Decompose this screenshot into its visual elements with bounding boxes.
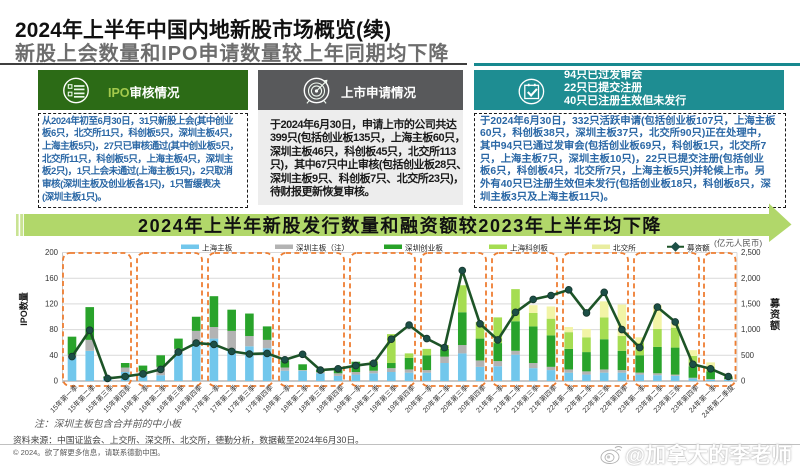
svg-text:上海主板: 上海主板 (202, 243, 233, 253)
svg-text:120: 120 (45, 300, 59, 309)
svg-text:2024年上半年新股发行数量和融资额较2023年上半年均下降: 2024年上半年新股发行数量和融资额较2023年上半年均下降 (138, 215, 662, 236)
svg-text:募资额: 募资额 (687, 243, 710, 253)
svg-text:1,500: 1,500 (741, 300, 761, 309)
svg-text:北交所: 北交所 (613, 243, 636, 253)
svg-text:上海科创板: 上海科创板 (510, 243, 548, 253)
svg-text:500: 500 (741, 351, 755, 360)
svg-text:2,500: 2,500 (741, 248, 761, 257)
svg-text:160: 160 (45, 274, 59, 283)
svg-text:0: 0 (741, 377, 746, 386)
svg-text:募: 募 (769, 297, 781, 310)
svg-text:1,000: 1,000 (741, 325, 761, 334)
svg-text:资: 资 (770, 308, 780, 321)
svg-text:(亿元人民币): (亿元人民币) (714, 238, 762, 248)
svg-text:80: 80 (49, 325, 58, 334)
svg-text:额: 额 (770, 319, 780, 332)
svg-text:40: 40 (49, 351, 58, 360)
svg-text:IPO数量: IPO数量 (18, 292, 29, 326)
svg-text:深圳主板（注）: 深圳主板（注） (296, 243, 349, 253)
svg-text:200: 200 (45, 248, 59, 257)
svg-text:2,000: 2,000 (741, 274, 761, 283)
svg-text:0: 0 (54, 377, 59, 386)
svg-text:深圳创业板: 深圳创业板 (405, 243, 443, 253)
